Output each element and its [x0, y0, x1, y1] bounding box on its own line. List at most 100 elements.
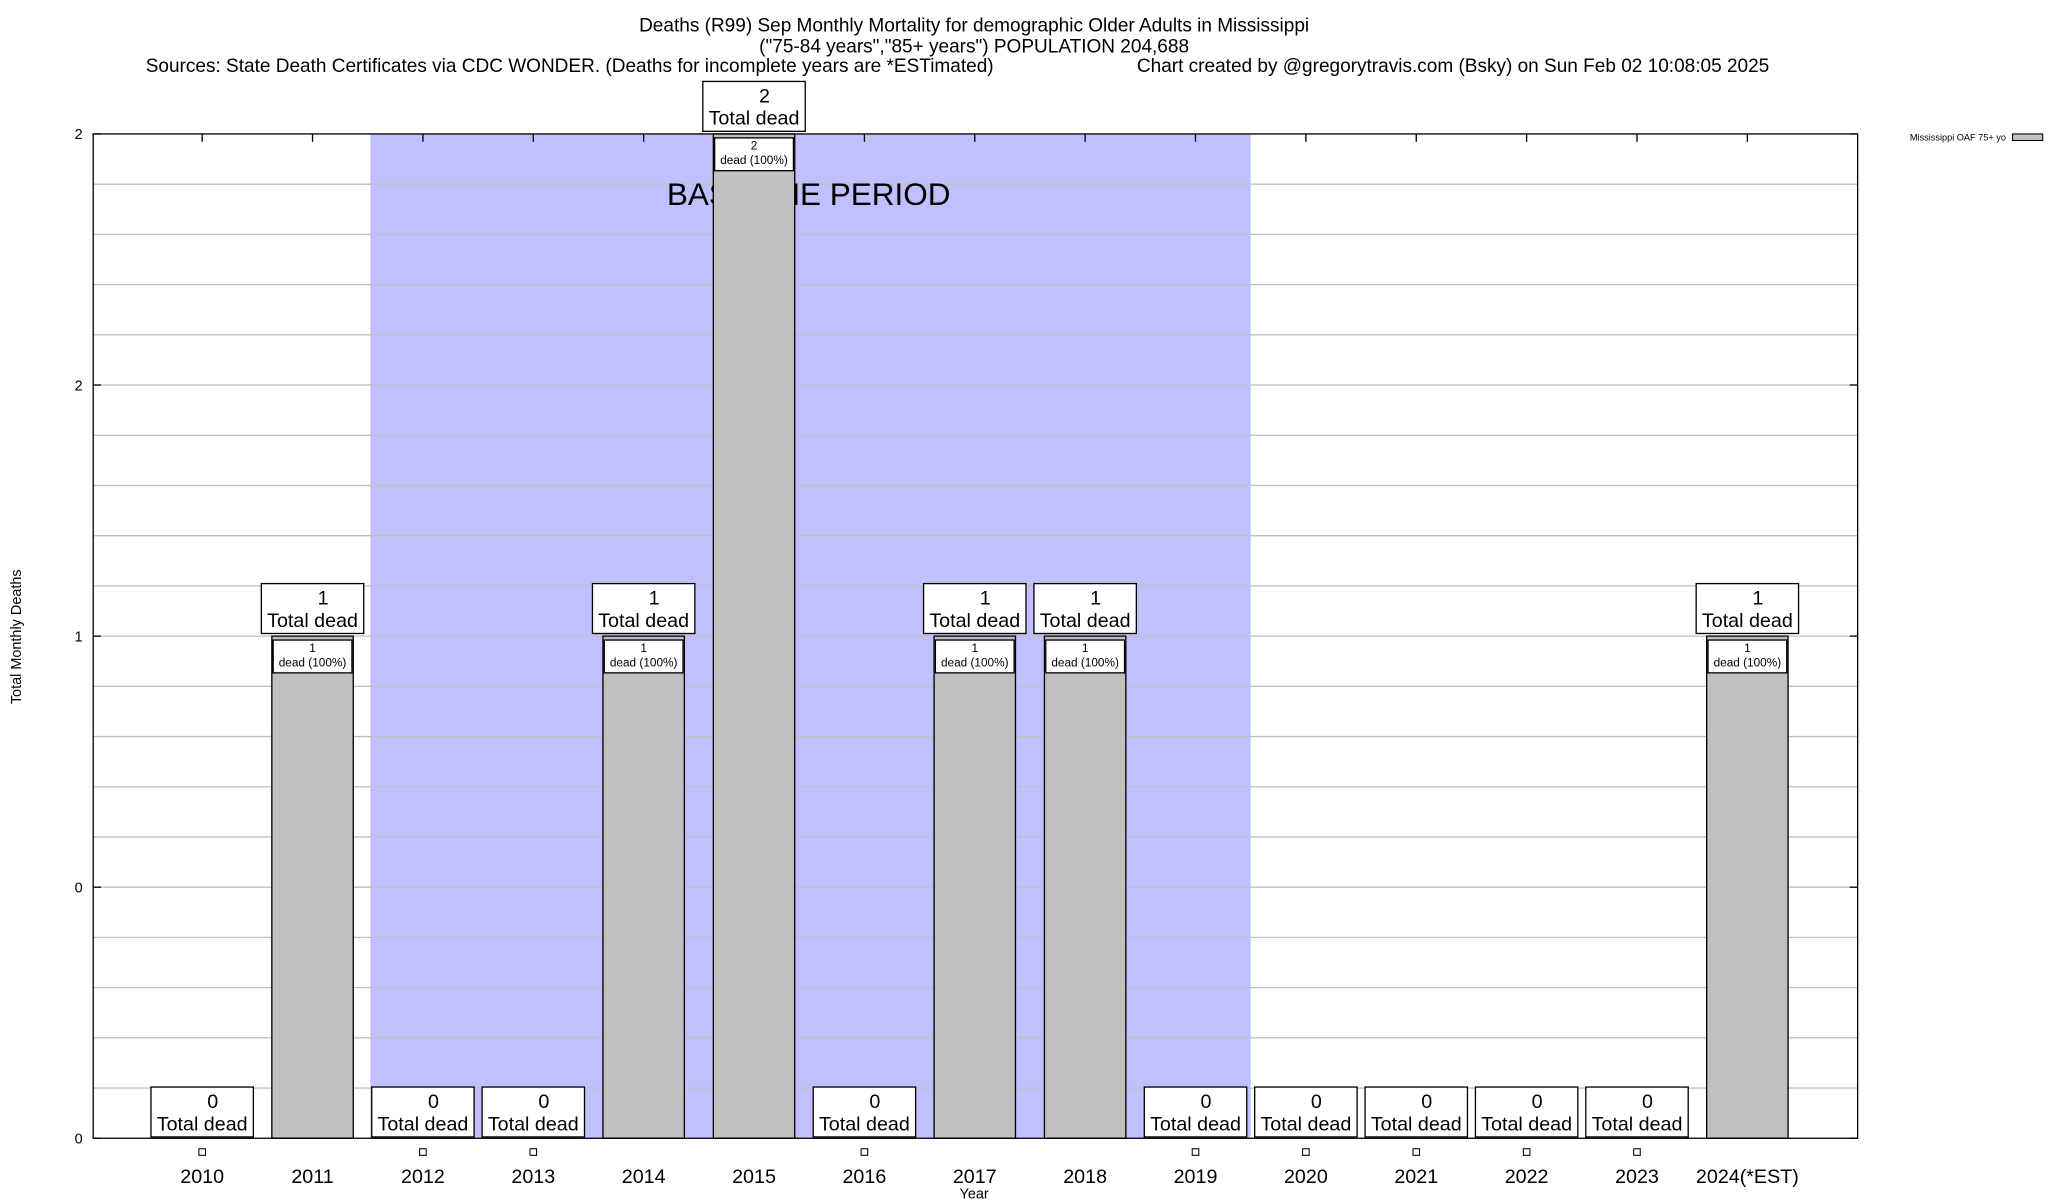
total-label-box — [481, 1086, 586, 1138]
total-label-text: Total dead — [598, 610, 689, 632]
zero-marker — [529, 1148, 538, 1156]
bar-label-text: dead (100%) — [941, 655, 1009, 669]
x-tick-label: 2016 — [842, 1166, 886, 1188]
total-label-box — [1143, 1086, 1248, 1138]
total-label-value: 0 — [1421, 1091, 1432, 1113]
total-label-text: Total dead — [1702, 610, 1793, 632]
bar-label-value: 1 — [640, 641, 647, 655]
total-label-value: 0 — [1642, 1091, 1653, 1113]
total-label-text: Total dead — [1260, 1113, 1351, 1135]
plot-border — [92, 133, 1859, 1139]
x-axis-label: Year — [960, 1187, 989, 1200]
total-label-text: Total dead — [488, 1113, 579, 1135]
total-label-box — [1474, 1086, 1579, 1138]
bar-label-box — [713, 137, 795, 172]
bar-label-box — [934, 639, 1015, 674]
y-tick-label: 2 — [75, 127, 83, 143]
total-label-value: 1 — [1752, 588, 1763, 610]
total-label-text: Total dead — [1481, 1113, 1572, 1135]
baseline-period-label: BASELINE PERIOD — [667, 176, 951, 212]
total-label-text: Total dead — [1371, 1113, 1462, 1135]
total-label-text: Total dead — [929, 610, 1020, 632]
bar-label-text: dead (100%) — [279, 655, 347, 669]
bar — [602, 635, 686, 1139]
total-label-value: 0 — [428, 1091, 439, 1113]
x-tick-label: 2024(*EST) — [1696, 1166, 1799, 1188]
bar — [712, 133, 796, 1139]
legend: Mississippi OAF 75+ yo — [1910, 133, 2044, 143]
x-tick-label: 2013 — [511, 1166, 555, 1188]
total-label-box — [1695, 582, 1800, 635]
total-label-box — [1254, 1086, 1358, 1138]
bar-label-value: 1 — [1082, 641, 1089, 655]
bar-label-value: 2 — [751, 139, 758, 153]
total-label-value: 0 — [869, 1091, 880, 1113]
total-label-text: Total dead — [1040, 610, 1131, 632]
legend-swatch — [2012, 133, 2044, 142]
chart-credit: Chart created by @gregorytravis.com (Bsk… — [1137, 56, 1769, 77]
chart-title: Deaths (R99) Sep Monthly Mortality for d… — [639, 16, 1309, 37]
total-label-box — [260, 582, 365, 635]
bar-label-text: dead (100%) — [1051, 655, 1119, 669]
bar-label-value: 1 — [309, 641, 316, 655]
x-tick-label: 2019 — [1174, 1166, 1218, 1188]
total-label-box — [1364, 1086, 1469, 1138]
zero-marker — [1522, 1148, 1531, 1156]
total-label-value: 0 — [1311, 1091, 1322, 1113]
x-tick-label: 2010 — [180, 1166, 224, 1188]
total-label-text: Total dead — [157, 1113, 248, 1135]
total-label-text: Total dead — [819, 1113, 910, 1135]
total-label-text: Total dead — [1592, 1113, 1683, 1135]
total-label-box — [812, 1086, 917, 1138]
total-label-value: 1 — [1090, 588, 1101, 610]
bar-label-box — [1707, 639, 1788, 674]
total-label-value: 2 — [759, 85, 770, 107]
y-tick-label: 1 — [75, 629, 83, 645]
zero-marker — [1302, 1148, 1310, 1156]
total-label-value: 1 — [318, 588, 329, 610]
bar-label-text: dead (100%) — [720, 153, 788, 167]
total-label-box — [922, 582, 1027, 635]
x-tick-label: 2023 — [1615, 1166, 1659, 1188]
total-label-box — [150, 1086, 255, 1138]
y-axis-label: Total Monthly Deaths — [9, 569, 25, 704]
total-label-value: 1 — [980, 588, 991, 610]
total-label-value: 1 — [649, 588, 660, 610]
bar — [1706, 635, 1789, 1139]
bar — [933, 635, 1017, 1139]
x-tick-label: 2017 — [953, 1166, 997, 1188]
total-label-text: Total dead — [1150, 1113, 1241, 1135]
bar-label-text: dead (100%) — [610, 655, 678, 669]
bar-label-value: 1 — [971, 641, 978, 655]
x-tick-label: 2014 — [622, 1166, 666, 1188]
total-label-value: 0 — [207, 1091, 218, 1113]
x-tick-label: 2020 — [1284, 1166, 1328, 1188]
bar — [1043, 635, 1127, 1139]
x-tick-label: 2022 — [1505, 1166, 1549, 1188]
x-tick-label: 2015 — [732, 1166, 776, 1188]
total-label-value: 0 — [538, 1091, 549, 1113]
total-label-value: 0 — [1201, 1091, 1212, 1113]
legend-label: Mississippi OAF 75+ yo — [1910, 133, 2006, 143]
zero-marker — [198, 1148, 206, 1156]
total-label-text: Total dead — [377, 1113, 468, 1135]
total-label-text: Total dead — [709, 108, 800, 130]
total-label-box — [702, 80, 806, 132]
bar-label-value: 1 — [1744, 641, 1751, 655]
x-tick-label: 2012 — [401, 1166, 445, 1188]
total-label-box — [371, 1086, 475, 1138]
bar-label-text: dead (100%) — [1714, 655, 1782, 669]
x-tick-label: 2018 — [1063, 1166, 1107, 1188]
zero-marker — [860, 1148, 869, 1156]
total-label-text: Total dead — [267, 610, 358, 632]
chart-subtitle: ("75-84 years","85+ years") POPULATION 2… — [759, 37, 1189, 58]
y-tick-label: 0 — [75, 880, 83, 896]
x-tick-label: 2021 — [1394, 1166, 1438, 1188]
zero-marker — [419, 1148, 427, 1156]
y-tick-label: 2 — [75, 378, 83, 394]
total-label-box — [1033, 582, 1137, 635]
x-tick-label: 2011 — [291, 1166, 333, 1188]
total-label-value: 0 — [1532, 1091, 1543, 1113]
